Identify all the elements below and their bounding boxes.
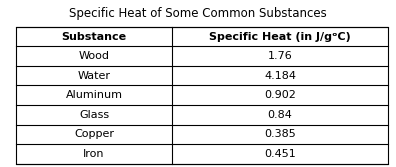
Text: Specific Heat of Some Common Substances: Specific Heat of Some Common Substances xyxy=(69,7,327,20)
Text: Wood: Wood xyxy=(78,51,110,61)
Text: Glass: Glass xyxy=(79,110,109,120)
Text: 4.184: 4.184 xyxy=(264,71,296,81)
Text: 0.902: 0.902 xyxy=(264,90,296,100)
Text: Copper: Copper xyxy=(74,129,114,139)
Text: Aluminum: Aluminum xyxy=(65,90,122,100)
Text: Water: Water xyxy=(78,71,110,81)
Text: 1.76: 1.76 xyxy=(268,51,293,61)
Text: Specific Heat (in J/gᵒC): Specific Heat (in J/gᵒC) xyxy=(209,32,351,42)
Text: 0.84: 0.84 xyxy=(268,110,293,120)
Text: 0.385: 0.385 xyxy=(264,129,296,139)
Text: Iron: Iron xyxy=(83,149,105,159)
Text: 0.451: 0.451 xyxy=(264,149,296,159)
Text: Substance: Substance xyxy=(61,32,127,42)
